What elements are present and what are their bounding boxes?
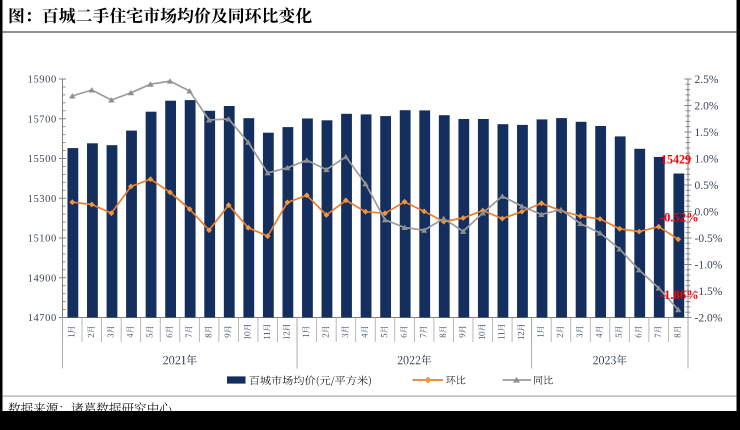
svg-text:0.0%: 0.0%: [695, 206, 719, 218]
svg-text:-2.0%: -2.0%: [695, 312, 723, 324]
svg-text:0.5%: 0.5%: [695, 180, 719, 192]
svg-text:15900: 15900: [28, 75, 57, 86]
svg-text:15500: 15500: [28, 154, 57, 165]
svg-text:1.0%: 1.0%: [695, 153, 719, 165]
svg-text:14700: 14700: [28, 313, 57, 324]
svg-text:-0.5%: -0.5%: [695, 233, 723, 245]
svg-text:15700: 15700: [28, 114, 57, 125]
svg-text:15100: 15100: [28, 234, 57, 245]
svg-text:-0.52%: -0.52%: [660, 211, 699, 225]
svg-text:2.0%: 2.0%: [695, 100, 719, 112]
svg-text:14900: 14900: [28, 273, 57, 284]
svg-text:-1.86%: -1.86%: [660, 288, 699, 302]
svg-text:1.5%: 1.5%: [695, 127, 719, 139]
svg-text:2.5%: 2.5%: [695, 74, 719, 86]
svg-text:15429: 15429: [661, 152, 691, 166]
svg-text:-1.0%: -1.0%: [695, 259, 723, 271]
svg-text:-1.5%: -1.5%: [695, 286, 723, 298]
svg-text:15300: 15300: [28, 194, 57, 205]
